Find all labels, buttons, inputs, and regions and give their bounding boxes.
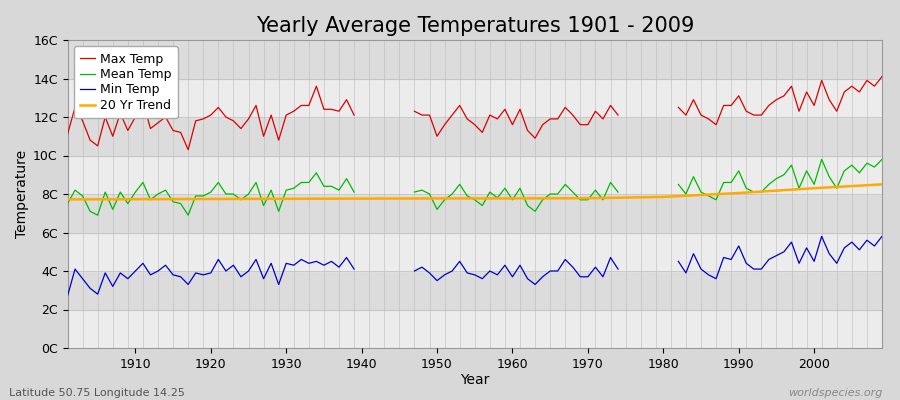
Line: Min Temp: Min Temp <box>68 236 882 296</box>
Mean Temp <box>250 180 261 185</box>
20 Yr Trend <box>62 197 73 202</box>
20 Yr Trend <box>432 196 443 201</box>
Bar <box>68 78 882 117</box>
Min Temp <box>85 286 95 291</box>
Bar <box>68 40 882 78</box>
20 Yr Trend <box>734 191 744 196</box>
Line: Mean Temp: Mean Temp <box>68 159 882 215</box>
Min Temp <box>62 294 73 298</box>
Mean Temp <box>877 157 887 162</box>
20 Yr Trend <box>877 182 887 187</box>
Mean Temp <box>530 209 541 214</box>
20 Yr Trend <box>582 196 593 201</box>
Bar <box>68 310 882 348</box>
Bar <box>68 194 882 232</box>
X-axis label: Year: Year <box>460 374 490 388</box>
Min Temp <box>530 282 541 287</box>
20 Yr Trend <box>281 196 292 201</box>
Mean Temp <box>85 209 95 214</box>
Y-axis label: Temperature: Temperature <box>15 150 29 238</box>
20 Yr Trend <box>356 196 367 201</box>
Legend: Max Temp, Mean Temp, Min Temp, 20 Yr Trend: Max Temp, Mean Temp, Min Temp, 20 Yr Tre… <box>74 46 178 118</box>
Max Temp <box>477 130 488 135</box>
20 Yr Trend <box>205 197 216 202</box>
Mean Temp <box>718 180 729 185</box>
Bar <box>68 117 882 156</box>
20 Yr Trend <box>809 186 820 191</box>
Title: Yearly Average Temperatures 1901 - 2009: Yearly Average Temperatures 1901 - 2009 <box>256 16 694 36</box>
Max Temp <box>530 136 541 140</box>
Bar <box>68 156 882 194</box>
Text: Latitude 50.75 Longitude 14.25: Latitude 50.75 Longitude 14.25 <box>9 388 184 398</box>
Bar <box>68 232 882 271</box>
Max Temp <box>718 103 729 108</box>
20 Yr Trend <box>507 196 517 201</box>
Text: worldspecies.org: worldspecies.org <box>788 388 882 398</box>
Max Temp <box>115 111 126 116</box>
Mean Temp <box>62 201 73 206</box>
Min Temp <box>477 276 488 281</box>
20 Yr Trend <box>130 197 140 202</box>
Min Temp <box>877 234 887 239</box>
Line: 20 Yr Trend: 20 Yr Trend <box>68 184 882 199</box>
20 Yr Trend <box>658 194 669 199</box>
Max Temp <box>85 138 95 142</box>
Max Temp <box>877 74 887 79</box>
Mean Temp <box>115 190 126 194</box>
Max Temp <box>250 103 261 108</box>
Line: Max Temp: Max Temp <box>68 76 882 150</box>
Bar <box>68 271 882 310</box>
Min Temp <box>250 257 261 262</box>
Max Temp <box>62 132 73 137</box>
Mean Temp <box>477 203 488 208</box>
Min Temp <box>115 270 126 275</box>
Min Temp <box>718 255 729 260</box>
